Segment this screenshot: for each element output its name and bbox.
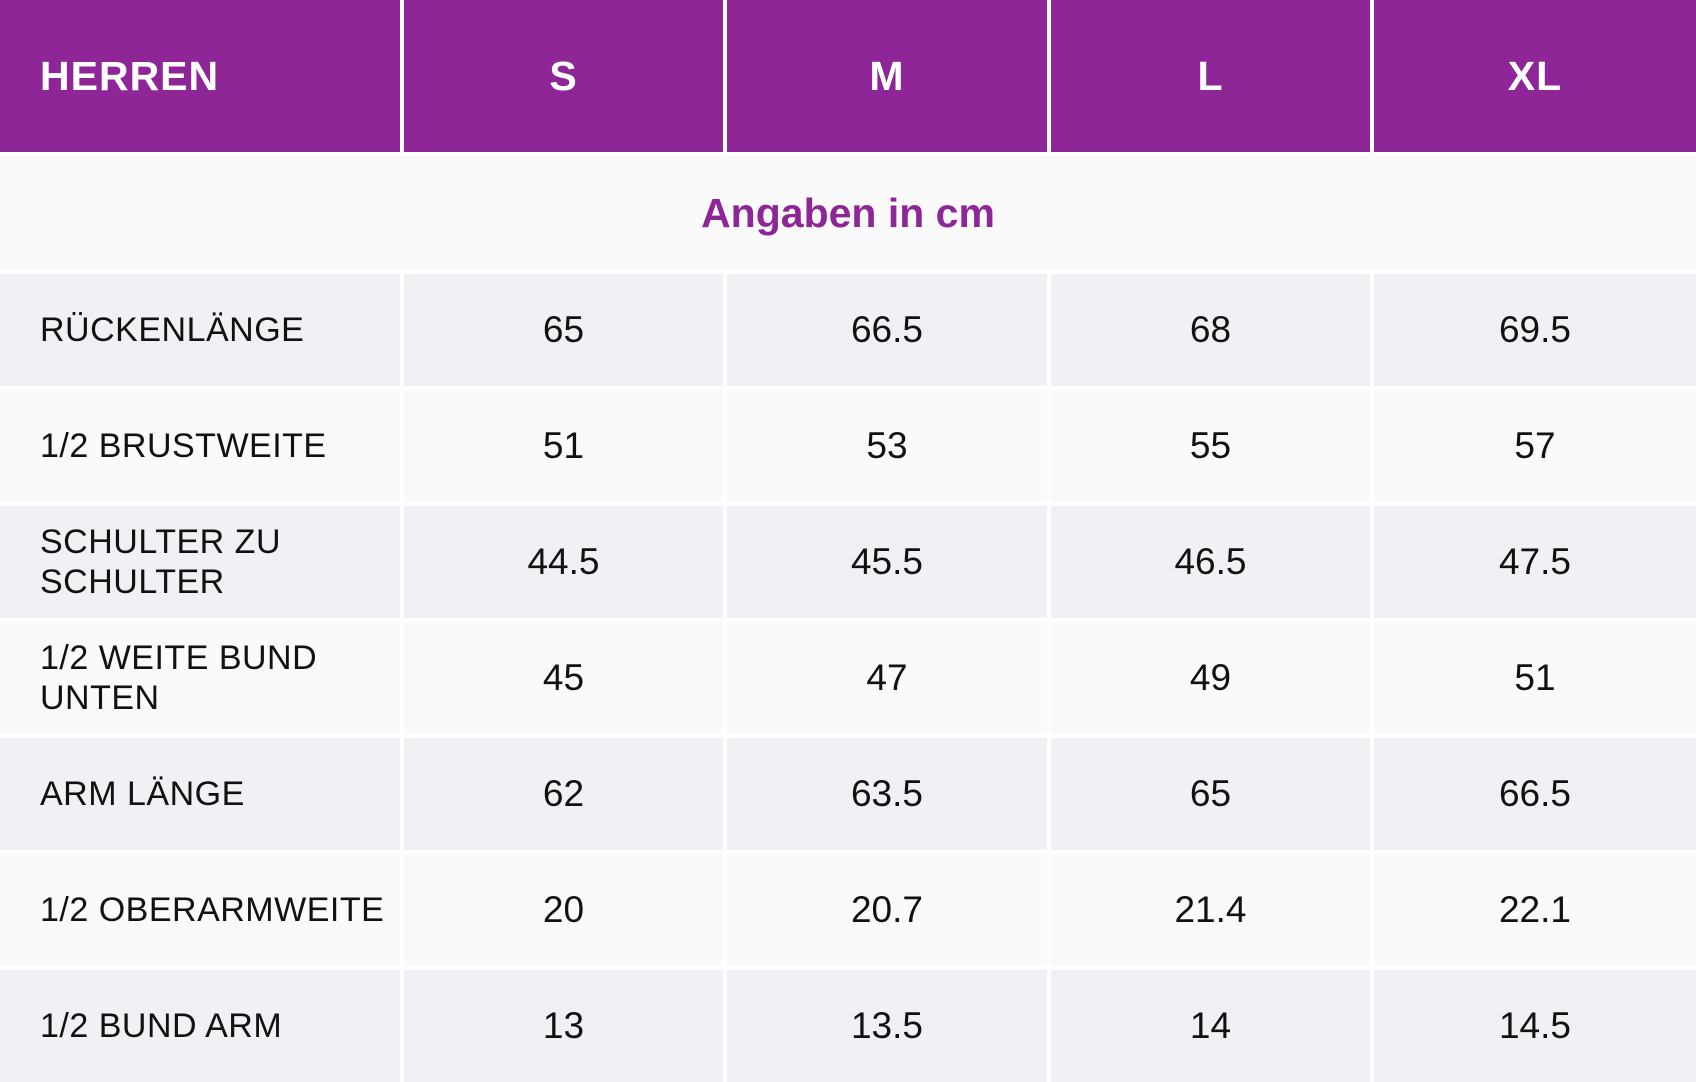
cell-size-xl: 69.5	[1370, 270, 1696, 390]
cell-size-m: 66.5	[723, 270, 1051, 390]
row-label: ARM LÄNGE	[0, 734, 404, 854]
cell-size-xl: 14.5	[1370, 966, 1696, 1082]
table-row: SCHULTER ZU SCHULTER 44.5 45.5 46.5 47.5	[0, 502, 1696, 622]
table-row: 1/2 BRUSTWEITE 51 53 55 57	[0, 386, 1696, 506]
cell-size-m: 47	[723, 618, 1051, 738]
cell-size-s: 51	[400, 386, 727, 506]
header-size-l: L	[1047, 0, 1374, 156]
cell-size-m: 13.5	[723, 966, 1051, 1082]
cell-size-xl: 57	[1370, 386, 1696, 506]
cell-size-l: 49	[1047, 618, 1374, 738]
cell-size-xl: 47.5	[1370, 502, 1696, 622]
table-row: 1/2 BUND ARM 13 13.5 14 14.5	[0, 966, 1696, 1082]
cell-size-m: 20.7	[723, 850, 1051, 970]
row-label: 1/2 WEITE BUND UNTEN	[0, 618, 404, 738]
cell-size-s: 62	[400, 734, 727, 854]
table-row: ARM LÄNGE 62 63.5 65 66.5	[0, 734, 1696, 854]
cell-size-s: 44.5	[400, 502, 727, 622]
header-size-xl: XL	[1370, 0, 1696, 156]
cell-size-m: 53	[723, 386, 1051, 506]
cell-size-m: 45.5	[723, 502, 1051, 622]
cell-size-xl: 66.5	[1370, 734, 1696, 854]
cell-size-l: 14	[1047, 966, 1374, 1082]
row-label: 1/2 BUND ARM	[0, 966, 404, 1082]
cell-size-l: 46.5	[1047, 502, 1374, 622]
cell-size-l: 21.4	[1047, 850, 1374, 970]
cell-size-xl: 51	[1370, 618, 1696, 738]
cell-size-l: 68	[1047, 270, 1374, 390]
table-row: RÜCKENLÄNGE 65 66.5 68 69.5	[0, 270, 1696, 390]
cell-size-xl: 22.1	[1370, 850, 1696, 970]
row-label: SCHULTER ZU SCHULTER	[0, 502, 404, 622]
cell-size-s: 45	[400, 618, 727, 738]
unit-note: Angaben in cm	[0, 152, 1696, 274]
table-row: 1/2 WEITE BUND UNTEN 45 47 49 51	[0, 618, 1696, 738]
header-row: HERREN S M L XL	[0, 0, 1696, 156]
unit-note-row: Angaben in cm	[0, 152, 1696, 274]
cell-size-l: 55	[1047, 386, 1374, 506]
header-size-s: S	[400, 0, 727, 156]
row-label: 1/2 OBERARMWEITE	[0, 850, 404, 970]
cell-size-l: 65	[1047, 734, 1374, 854]
header-gender-label: HERREN	[0, 0, 404, 156]
cell-size-m: 63.5	[723, 734, 1051, 854]
cell-size-s: 20	[400, 850, 727, 970]
table-row: 1/2 OBERARMWEITE 20 20.7 21.4 22.1	[0, 850, 1696, 970]
cell-size-s: 65	[400, 270, 727, 390]
row-label: RÜCKENLÄNGE	[0, 270, 404, 390]
cell-size-s: 13	[400, 966, 727, 1082]
header-size-m: M	[723, 0, 1051, 156]
row-label: 1/2 BRUSTWEITE	[0, 386, 404, 506]
